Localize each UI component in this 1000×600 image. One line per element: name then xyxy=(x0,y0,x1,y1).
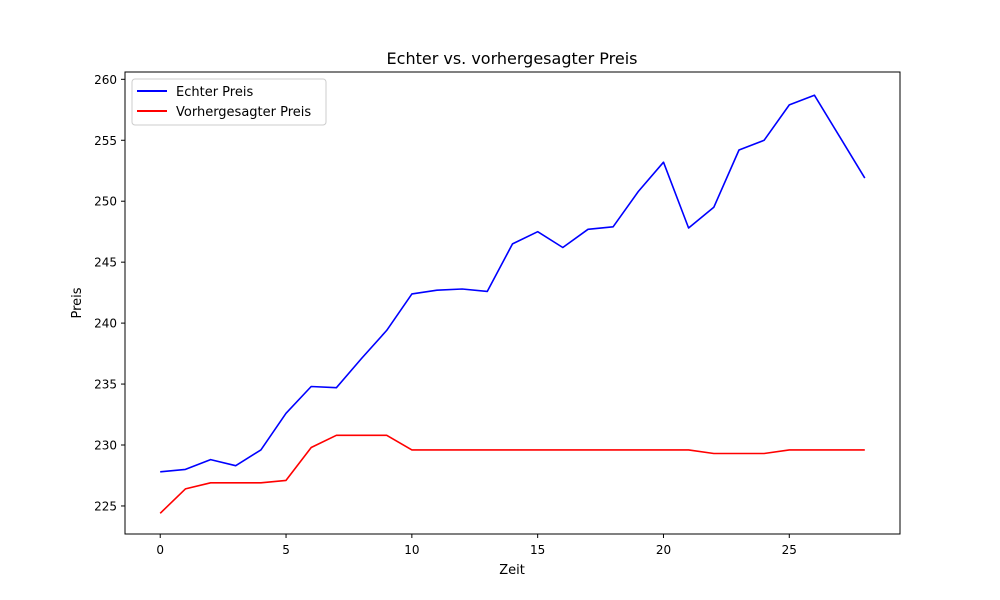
y-tick-label: 235 xyxy=(94,378,117,392)
x-tick-label: 15 xyxy=(530,543,545,557)
x-tick-label: 5 xyxy=(282,543,290,557)
series-line-vorhergesagter-preis xyxy=(159,434,865,514)
y-tick-label: 240 xyxy=(94,317,117,331)
x-axis-label: Zeit xyxy=(499,563,525,578)
x-tick-label: 25 xyxy=(782,543,797,557)
x-tick-label: 20 xyxy=(656,543,671,557)
series-line-echter-preis xyxy=(160,94,866,473)
chart-title: Echter vs. vorhergesagter Preis xyxy=(387,49,638,68)
legend-box xyxy=(131,78,327,126)
x-tick-label: 10 xyxy=(404,543,419,557)
legend: Echter Preis Vorhergesagter Preis xyxy=(131,78,327,126)
y-axis-ticks: 225 230 235 240 245 250 255 260 xyxy=(94,73,125,513)
plot-area xyxy=(159,94,866,514)
y-tick-label: 255 xyxy=(94,134,117,148)
x-tick-label: 0 xyxy=(156,543,164,557)
plot-frame xyxy=(124,71,901,535)
y-axis-label: Preis xyxy=(70,287,85,318)
legend-label-echter-preis: Echter Preis xyxy=(176,85,253,100)
y-tick-label: 260 xyxy=(94,73,117,87)
y-tick-label: 245 xyxy=(94,256,117,270)
y-tick-label: 250 xyxy=(94,195,117,209)
x-axis-ticks: 0 5 10 15 20 25 xyxy=(156,534,797,557)
y-tick-label: 230 xyxy=(94,439,117,453)
legend-label-vorhergesagter-preis: Vorhergesagter Preis xyxy=(176,105,311,120)
y-tick-label: 225 xyxy=(94,499,117,513)
